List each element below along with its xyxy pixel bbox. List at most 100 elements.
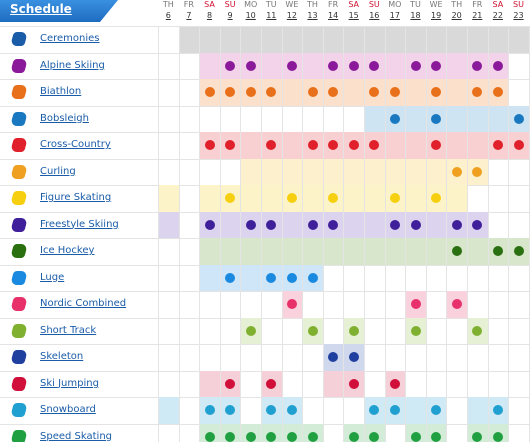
weekday: FR [472, 0, 483, 9]
day-number[interactable]: 22 [492, 11, 503, 20]
active-cell [446, 26, 467, 53]
medal-dot [286, 193, 297, 204]
row-line [0, 105, 530, 107]
medal-dot [286, 272, 297, 283]
medal-dot [472, 60, 483, 71]
day-number[interactable]: 6 [165, 11, 171, 20]
sport-link[interactable]: Biathlon [40, 86, 82, 97]
day-number[interactable]: 20 [451, 11, 462, 20]
column-line [528, 26, 530, 442]
active-cell [425, 238, 447, 265]
medal-dot [451, 166, 462, 177]
sport-link[interactable]: Curling [40, 165, 76, 177]
medal-dot [245, 325, 256, 336]
medal-dot [410, 219, 421, 230]
day-number[interactable]: 7 [186, 11, 192, 20]
sport-link[interactable]: Luge [40, 271, 65, 283]
sport-link[interactable]: Ice Hockey [40, 245, 95, 256]
medal-dot [410, 431, 421, 442]
active-cell [487, 105, 509, 132]
active-cell [446, 132, 467, 159]
active-cell [467, 397, 488, 424]
active-cell [405, 158, 426, 185]
active-cell [261, 26, 282, 53]
sport-link[interactable]: Ski Jumping [40, 377, 99, 389]
weekday: WE [429, 0, 443, 9]
active-cell [467, 238, 488, 265]
column-line [425, 26, 427, 442]
day-number[interactable]: 13 [307, 11, 318, 20]
sport-link[interactable]: Alpine Skiing [40, 59, 105, 71]
medal-dot [348, 325, 359, 336]
sport-link[interactable]: Skeleton [40, 351, 84, 362]
medal-dot [225, 140, 236, 151]
column-line [487, 26, 489, 442]
active-cell [364, 238, 385, 265]
sport-icon [10, 403, 28, 417]
day-number[interactable]: 19 [431, 11, 442, 20]
day-number[interactable]: 14 [328, 11, 339, 20]
active-cell [405, 238, 426, 265]
medal-dot [389, 193, 400, 204]
medal-dot [286, 299, 297, 310]
sport-link[interactable]: Nordic Combined [40, 298, 127, 309]
active-cell [487, 26, 509, 53]
sport-link[interactable]: Ceremonies [40, 33, 100, 44]
medal-dot [389, 405, 400, 416]
medal-dot [431, 60, 442, 71]
day-number[interactable]: 8 [206, 11, 213, 20]
medal-dot [389, 113, 400, 124]
sport-link[interactable]: Freestyle Skiing [40, 218, 119, 230]
sport-icon [10, 217, 28, 232]
medal-dot [245, 60, 256, 71]
medal-dot [307, 431, 318, 442]
medal-dot [266, 140, 277, 151]
day-number[interactable]: 15 [348, 11, 359, 20]
column-line [178, 26, 180, 442]
sport-link[interactable]: Short Track [40, 324, 97, 336]
medal-dot [266, 378, 277, 389]
medal-dot [204, 431, 215, 442]
active-cell [343, 79, 364, 106]
sport-link[interactable]: Snowboard [40, 404, 96, 415]
weekday: TH [307, 0, 318, 9]
active-cell [302, 52, 323, 79]
medal-dot [410, 325, 421, 336]
weekday: TH [162, 0, 174, 9]
active-cell [281, 238, 303, 265]
tab[interactable] [0, 0, 118, 22]
active-cell [281, 26, 303, 53]
active-cell [364, 185, 385, 212]
medal-dot [431, 140, 442, 151]
day-number[interactable]: 16 [369, 11, 380, 20]
active-cell [467, 26, 488, 53]
day-number[interactable]: 18 [410, 11, 421, 20]
medal-dot [225, 60, 236, 71]
day-number[interactable]: 10 [245, 11, 256, 20]
day-number[interactable]: 17 [389, 11, 400, 20]
day-number[interactable]: 21 [472, 11, 483, 20]
sport-link[interactable]: Bobsleigh [40, 112, 89, 124]
column-line [405, 26, 407, 442]
day-number[interactable]: 11 [266, 11, 277, 20]
active-cell [281, 132, 303, 159]
sport-link[interactable]: Speed Skating [40, 430, 113, 442]
weekday: SU [368, 0, 380, 9]
day-number[interactable]: 12 [286, 11, 297, 20]
active-cell [302, 26, 323, 53]
tab-label[interactable]: Schedule [10, 2, 72, 16]
active-cell [240, 264, 261, 291]
sport-link[interactable]: Cross-Country [40, 139, 111, 150]
active-cell [178, 26, 200, 53]
medal-dot [328, 87, 339, 98]
weekday: TU [410, 0, 421, 9]
day-number[interactable]: 23 [513, 11, 524, 20]
sport-link[interactable]: Figure Skating [40, 192, 112, 203]
active-cell [281, 79, 303, 106]
day-number[interactable]: 9 [227, 11, 233, 20]
active-cell [302, 158, 323, 185]
active-cell [508, 26, 529, 53]
active-cell [405, 132, 426, 159]
medal-dot [472, 87, 483, 98]
column-line [158, 26, 159, 442]
